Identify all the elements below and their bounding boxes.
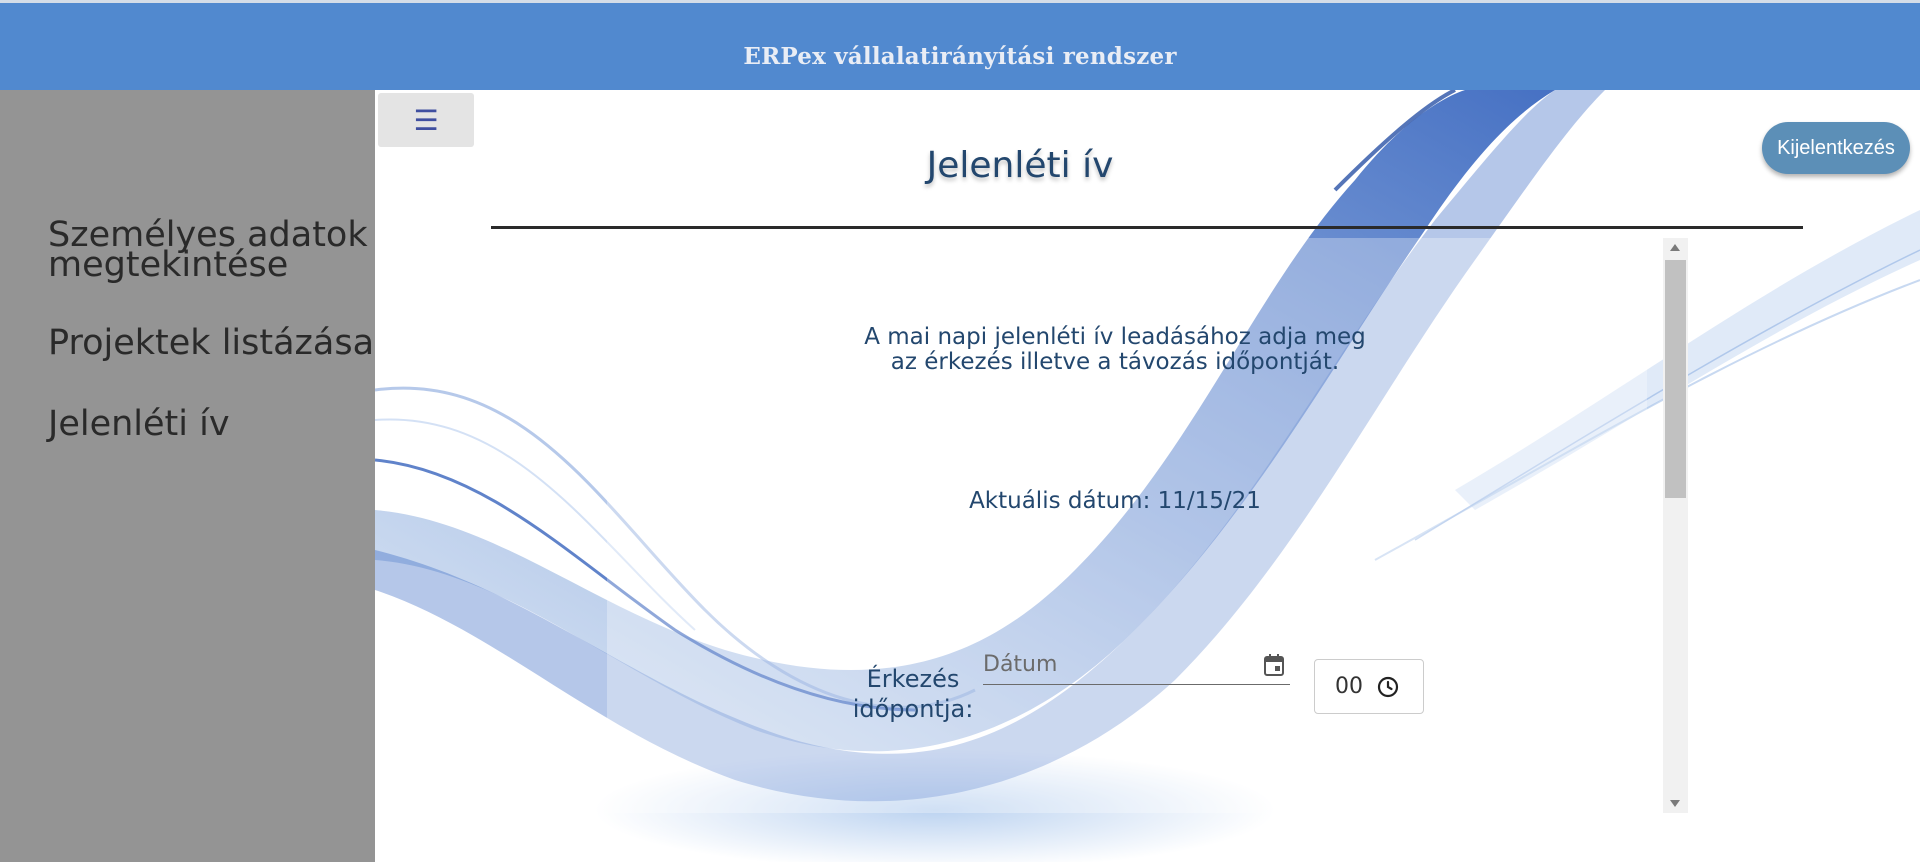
calendar-icon[interactable] (1264, 654, 1284, 680)
arrival-label-line-1: Érkezés (866, 665, 960, 693)
arrival-time-label: Érkezés időpontja: (833, 664, 993, 724)
content-scrollbar[interactable] (1663, 238, 1688, 813)
instructions-line-2: az érkezés illetve a távozás időpontját. (890, 349, 1340, 375)
sidebar-item-label: Személyes adatok megtekintése (48, 215, 368, 285)
content-panel (607, 238, 1647, 813)
title-divider (491, 226, 1803, 229)
clock-icon[interactable] (1377, 676, 1399, 702)
sidebar-item-personal-data[interactable]: Személyes adatok megtekintése (48, 218, 375, 283)
menu-toggle-button[interactable]: ☰ (378, 93, 474, 147)
arrival-time-input[interactable]: 00 (1314, 659, 1424, 714)
main-content: ☰ Jelenléti ív Kijelentkezés A mai napi … (375, 90, 1920, 862)
arrival-date-input[interactable]: Dátum (983, 652, 1290, 685)
arrival-label-line-2: időpontja: (852, 695, 974, 723)
app-title: ERPex vállalatirányítási rendszer (743, 43, 1177, 70)
current-date-label: Aktuális dátum: 11/15/21 (969, 488, 1261, 514)
logout-button[interactable]: Kijelentkezés (1762, 122, 1910, 174)
time-value: 00 (1335, 674, 1363, 699)
page-title: Jelenléti ív (926, 145, 1114, 186)
sidebar-item-label: Projektek listázása (48, 323, 375, 363)
scroll-down-arrow-icon[interactable] (1670, 800, 1680, 807)
scroll-thumb[interactable] (1665, 260, 1686, 498)
sidebar: Személyes adatok megtekintése Projektek … (0, 90, 375, 862)
scroll-up-arrow-icon[interactable] (1670, 244, 1680, 251)
date-placeholder: Dátum (983, 652, 1058, 677)
sidebar-item-projects[interactable]: Projektek listázása (48, 326, 374, 361)
instructions-text: A mai napi jelenléti ív leadásához adja … (835, 325, 1395, 375)
top-header-bar: ERPex vállalatirányítási rendszer (0, 0, 1920, 90)
sidebar-item-attendance-sheet[interactable]: Jelenléti ív (48, 407, 230, 442)
menu-icon: ☰ (413, 103, 439, 137)
instructions-line-1: A mai napi jelenléti ív leadásához adja … (864, 324, 1366, 350)
sidebar-item-label: Jelenléti ív (48, 404, 230, 444)
